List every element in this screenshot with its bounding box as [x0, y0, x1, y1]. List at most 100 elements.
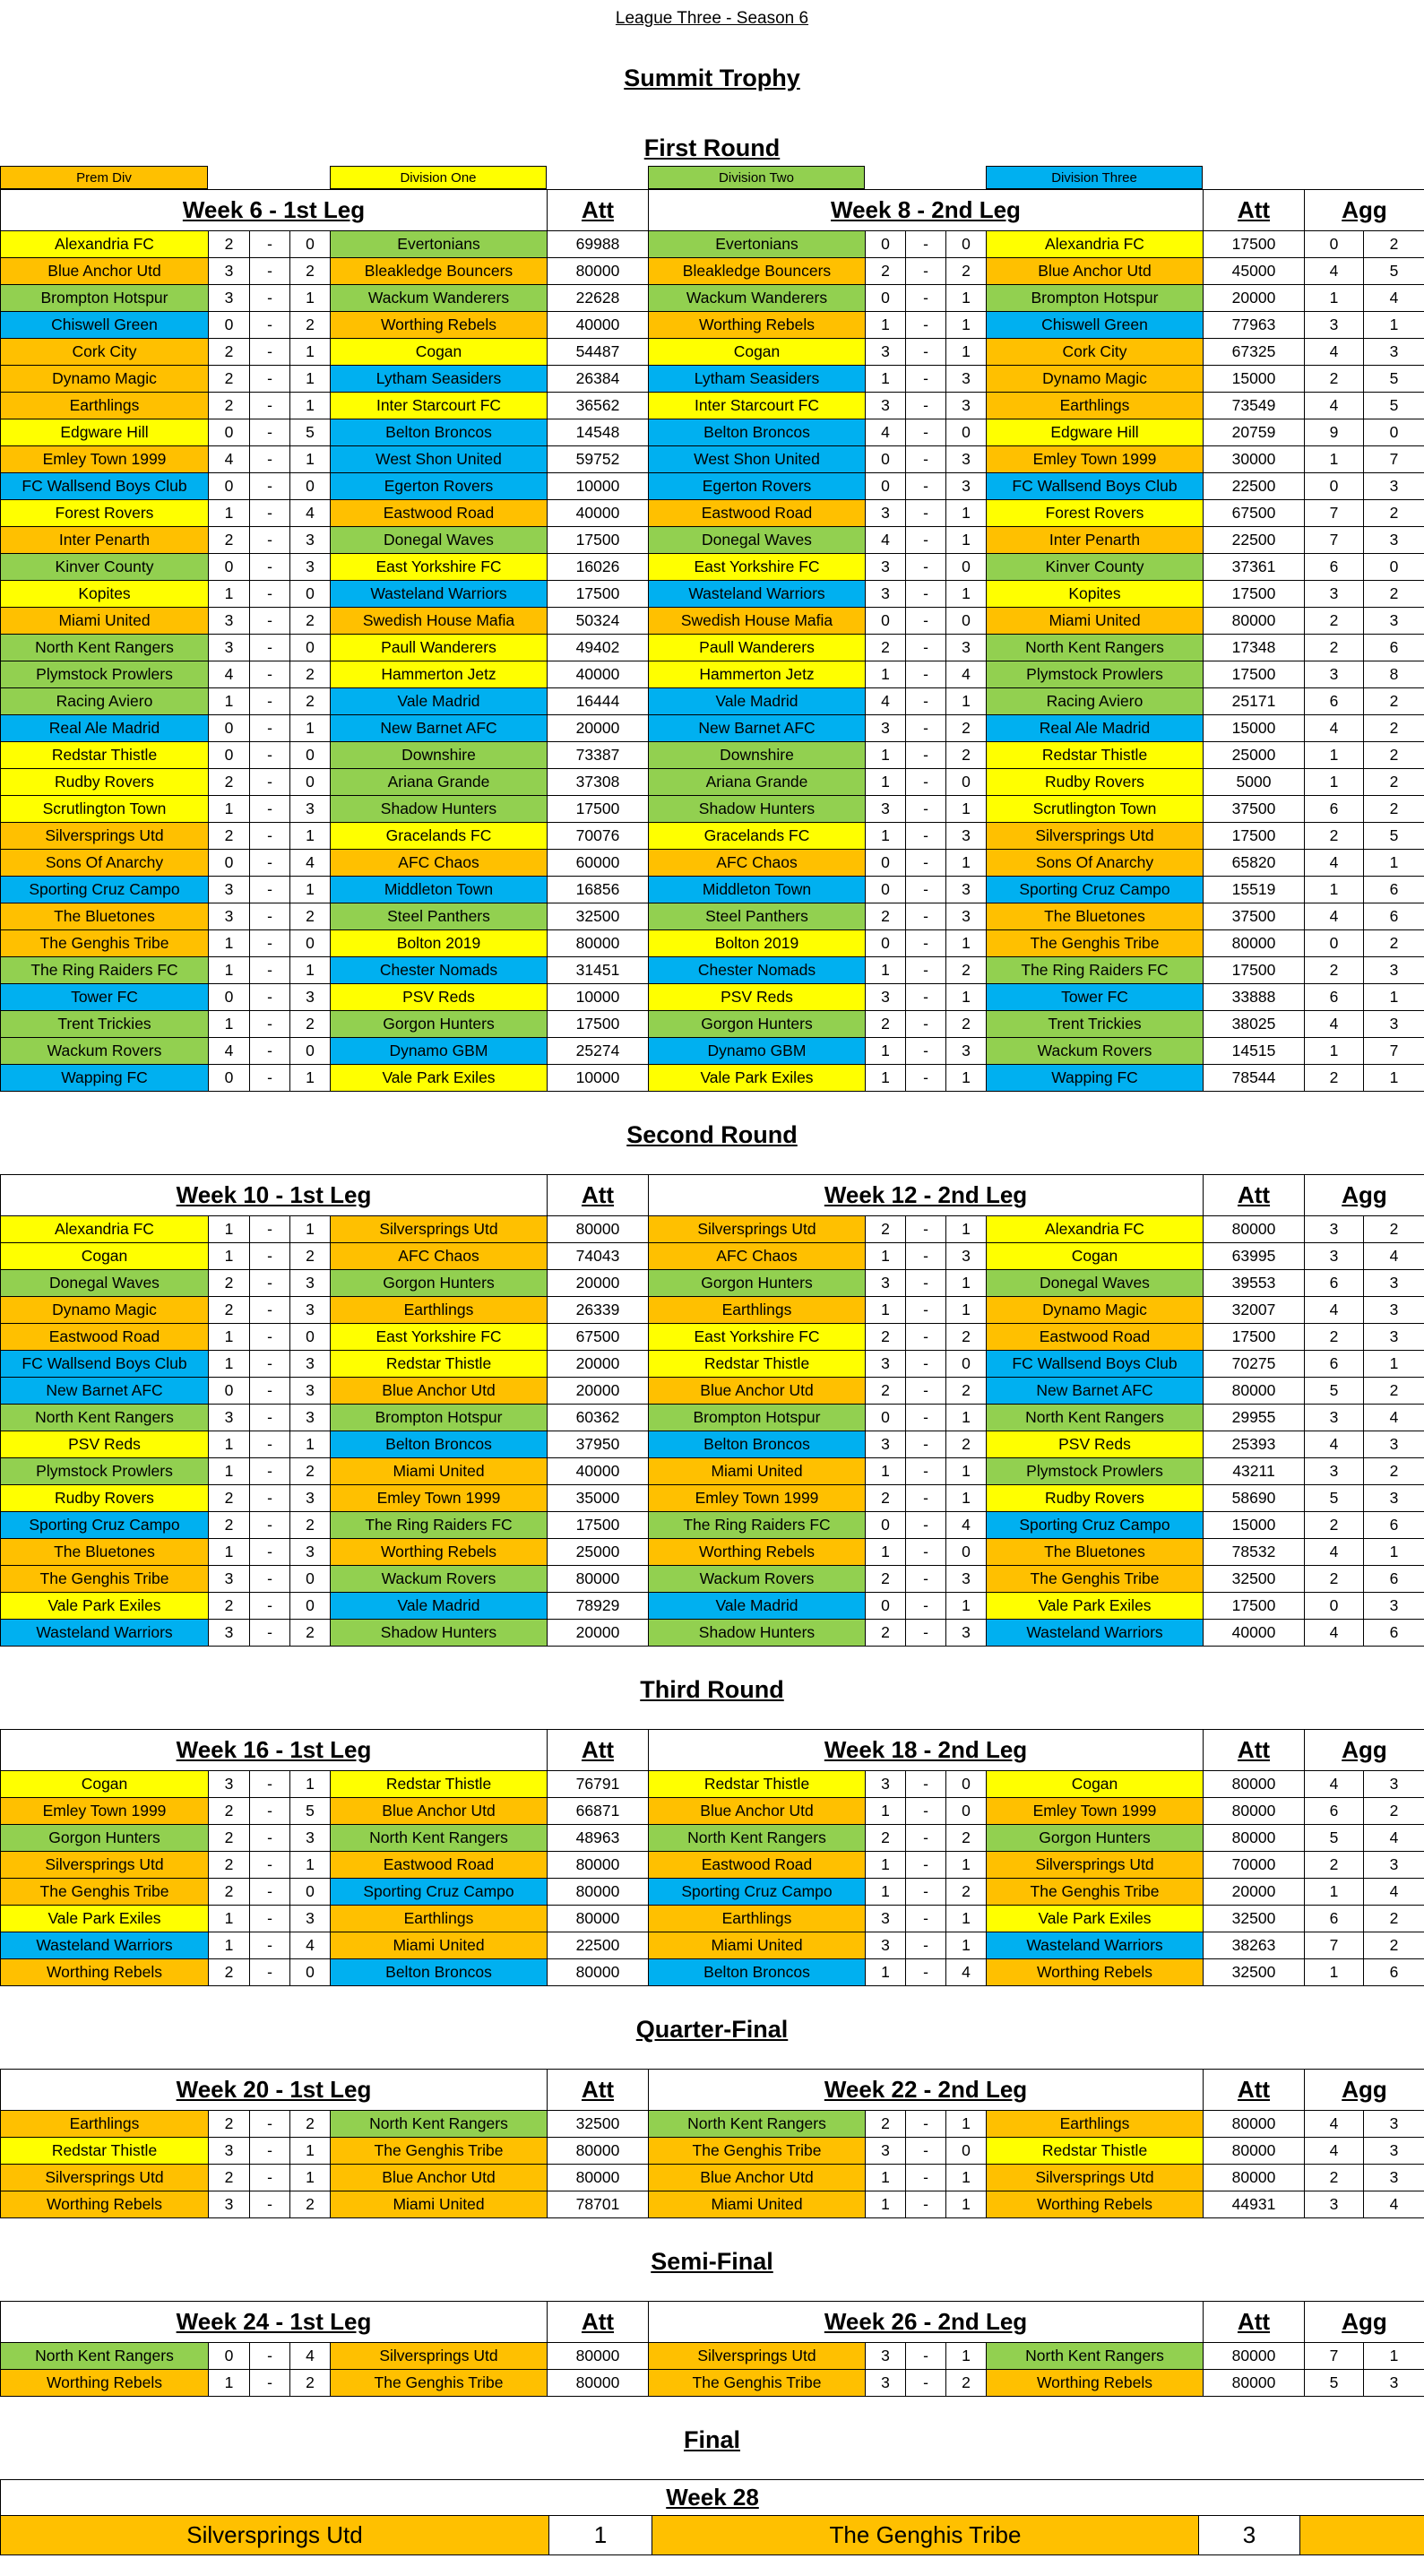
leg2-home-team-cell: Hammerton Jetz	[649, 661, 866, 688]
leg2-dash-cell: -	[906, 1351, 946, 1378]
leg1-dash-cell: -	[250, 419, 290, 446]
leg1-dash-cell: -	[250, 1297, 290, 1324]
leg1-away-team-cell: Blue Anchor Utd	[331, 2165, 548, 2191]
leg1-home-score-cell: 3	[209, 285, 250, 312]
agg-away-cell: 2	[1364, 1798, 1424, 1825]
leg1-away-team-cell: Earthlings	[331, 1297, 548, 1324]
leg2-dash-cell: -	[906, 1798, 946, 1825]
agg-away-cell: 6	[1364, 903, 1424, 930]
leg1-away-score-cell: 0	[290, 581, 331, 608]
leg2-away-team-cell: Alexandria FC	[987, 1216, 1204, 1243]
leg1-home-team-cell: Redstar Thistle	[1, 2138, 209, 2165]
leg2-away-team-cell: Worthing Rebels	[987, 2191, 1204, 2218]
leg1-away-team-cell: Middleton Town	[331, 877, 548, 903]
leg2-away-team-cell: Plymstock Prowlers	[987, 661, 1204, 688]
leg1-away-team-cell: Redstar Thistle	[331, 1771, 548, 1798]
leg1-att-cell: 80000	[548, 2138, 649, 2165]
leg1-away-team-cell: Vale Madrid	[331, 688, 548, 715]
leg2-dash-cell: -	[906, 1620, 946, 1647]
leg1-home-score-cell: 3	[209, 2191, 250, 2218]
leg1-dash-cell: -	[250, 500, 290, 527]
leg2-home-team-cell: Gracelands FC	[649, 823, 866, 850]
agg-home-cell: 2	[1305, 366, 1364, 393]
leg1-away-team-cell: Silversprings Utd	[331, 1216, 548, 1243]
leg1-away-score-cell: 3	[290, 1539, 331, 1566]
legend-one-label: Division One	[330, 166, 547, 189]
leg2-home-team-cell: Silversprings Utd	[649, 2343, 866, 2370]
agg-home-cell: 6	[1305, 688, 1364, 715]
leg1-dash-cell: -	[250, 312, 290, 339]
leg2-dash-cell: -	[906, 339, 946, 366]
leg2-att-cell: 70000	[1204, 1852, 1305, 1879]
leg1-dash-cell: -	[250, 1539, 290, 1566]
leg2-away-team-cell: Chiswell Green	[987, 312, 1204, 339]
leg1-att-cell: 32500	[548, 903, 649, 930]
leg2-away-team-cell: PSV Reds	[987, 1431, 1204, 1458]
agg-away-cell: 1	[1364, 984, 1424, 1011]
leg2-away-team-cell: Redstar Thistle	[987, 2138, 1204, 2165]
leg1-att-cell: 16026	[548, 554, 649, 581]
leg2-att-cell: 38025	[1204, 1011, 1305, 1038]
leg1-dash-cell: -	[250, 1959, 290, 1986]
leg1-home-team-cell: Chiswell Green	[1, 312, 209, 339]
leg2-att-cell: 80000	[1204, 1216, 1305, 1243]
match-row: Chiswell Green 0-2 Worthing Rebels 40000 Wor…	[1, 312, 1424, 339]
leg1-dash-cell: -	[250, 796, 290, 823]
leg2-away-team-cell: The Bluetones	[987, 903, 1204, 930]
leg2-dash-cell: -	[906, 446, 946, 473]
leg2-home-score-cell: 2	[866, 1378, 906, 1405]
leg2-away-score-cell: 0	[946, 2138, 987, 2165]
agg-home-cell: 5	[1305, 2370, 1364, 2397]
agg-away-cell: 0	[1364, 419, 1424, 446]
leg2-home-team-cell: Belton Broncos	[649, 419, 866, 446]
agg-home-cell: 2	[1305, 635, 1364, 661]
agg-away-cell: 3	[1364, 1297, 1424, 1324]
leg1-home-team-cell: The Genghis Tribe	[1, 1879, 209, 1906]
leg1-away-team-cell: Sporting Cruz Campo	[331, 1879, 548, 1906]
leg2-home-team-cell: Bolton 2019	[649, 930, 866, 957]
leg1-home-team-cell: Earthlings	[1, 393, 209, 419]
leg2-home-team-cell: Wackum Rovers	[649, 1566, 866, 1593]
leg1-att-cell: 17500	[548, 796, 649, 823]
leg2-away-score-cell: 1	[946, 527, 987, 554]
leg1-dash-cell: -	[250, 877, 290, 903]
agg-away-cell: 1	[1364, 2343, 1424, 2370]
leg2-dash-cell: -	[906, 930, 946, 957]
leg2-home-score-cell: 2	[866, 635, 906, 661]
match-row: Sons Of Anarchy 0-4 AFC Chaos 60000 AFC Chao…	[1, 850, 1424, 877]
leg2-home-team-cell: Middleton Town	[649, 877, 866, 903]
match-row: Vale Park Exiles 2-0 Vale Madrid 78929 Vale …	[1, 1593, 1424, 1620]
match-row: Wasteland Warriors 3-2 Shadow Hunters 20000…	[1, 1620, 1424, 1647]
leg1-home-score-cell: 0	[209, 2343, 250, 2370]
leg2-att-cell: 17500	[1204, 581, 1305, 608]
leg2-away-score-cell: 2	[946, 1825, 987, 1852]
leg1-att-header: Att	[548, 190, 649, 231]
leg1-dash-cell: -	[250, 1620, 290, 1647]
leg1-home-team-cell: Alexandria FC	[1, 231, 209, 258]
leg2-away-score-cell: 0	[946, 1798, 987, 1825]
agg-home-cell: 5	[1305, 1485, 1364, 1512]
leg2-dash-cell: -	[906, 285, 946, 312]
leg1-away-team-cell: Wackum Wanderers	[331, 285, 548, 312]
leg2-dash-cell: -	[906, 1405, 946, 1431]
agg-away-cell: 4	[1364, 1405, 1424, 1431]
agg-home-cell: 3	[1305, 581, 1364, 608]
final-header-row: Week 28	[1, 2480, 1424, 2516]
leg1-home-team-cell: North Kent Rangers	[1, 1405, 209, 1431]
leg2-dash-cell: -	[906, 1038, 946, 1065]
leg2-away-team-cell: Cogan	[987, 1771, 1204, 1798]
leg2-att-cell: 25000	[1204, 742, 1305, 769]
leg2-home-score-cell: 3	[866, 2343, 906, 2370]
leg2-home-team-cell: Belton Broncos	[649, 1959, 866, 1986]
leg2-dash-cell: -	[906, 1593, 946, 1620]
leg1-dash-cell: -	[250, 446, 290, 473]
leg2-home-team-cell: Silversprings Utd	[649, 1216, 866, 1243]
leg2-home-team-cell: North Kent Rangers	[649, 1825, 866, 1852]
leg1-away-team-cell: Shadow Hunters	[331, 1620, 548, 1647]
agg-home-cell: 4	[1305, 1297, 1364, 1324]
leg2-away-team-cell: Rudby Rovers	[987, 769, 1204, 796]
leg1-att-cell: 66871	[548, 1798, 649, 1825]
leg1-week-header: Week 16 - 1st Leg	[1, 1730, 548, 1771]
leg1-att-cell: 60000	[548, 850, 649, 877]
leg2-away-team-cell: Forest Rovers	[987, 500, 1204, 527]
